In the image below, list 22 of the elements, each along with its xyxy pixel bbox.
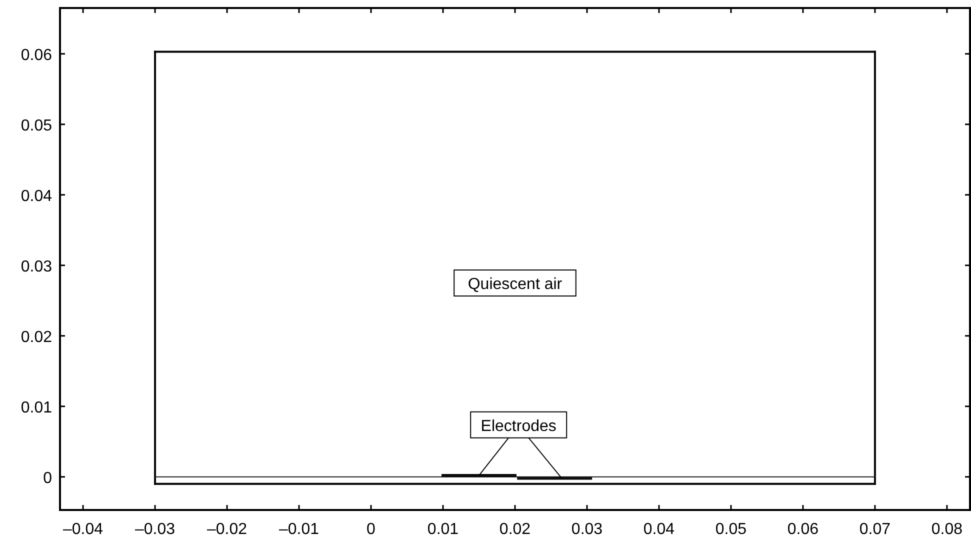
y-tick-label: 0.02 xyxy=(20,328,52,346)
annotation: Electrodes xyxy=(480,418,556,435)
x-tick-label: 0.01 xyxy=(427,521,459,538)
y-tick-label: 0.06 xyxy=(20,46,52,64)
x-tick-label: 0.07 xyxy=(859,521,891,538)
x-tick-label: 0.02 xyxy=(499,521,531,538)
y-tick-label: 0.05 xyxy=(20,117,52,134)
x-tick-label: 0.08 xyxy=(931,521,963,538)
x-tick-label: –0.02 xyxy=(207,521,248,538)
x-tick-label: –0.03 xyxy=(135,521,176,538)
y-tick-label: 0.04 xyxy=(20,188,52,205)
x-tick-label: 0 xyxy=(366,521,376,538)
x-tick-label: –0.01 xyxy=(278,521,320,538)
annotation: Quiescent air xyxy=(468,276,563,293)
y-tick-label: 0 xyxy=(43,470,52,487)
x-tick-label: 0.04 xyxy=(643,521,675,538)
x-tick-label: 0.06 xyxy=(787,521,819,538)
x-tick-label: 0.05 xyxy=(715,521,747,538)
x-tick-label: 0.03 xyxy=(571,521,603,538)
y-tick-label: 0.01 xyxy=(20,399,52,416)
x-tick-label: –0.04 xyxy=(63,521,104,538)
y-tick-label: 0.03 xyxy=(20,258,52,276)
